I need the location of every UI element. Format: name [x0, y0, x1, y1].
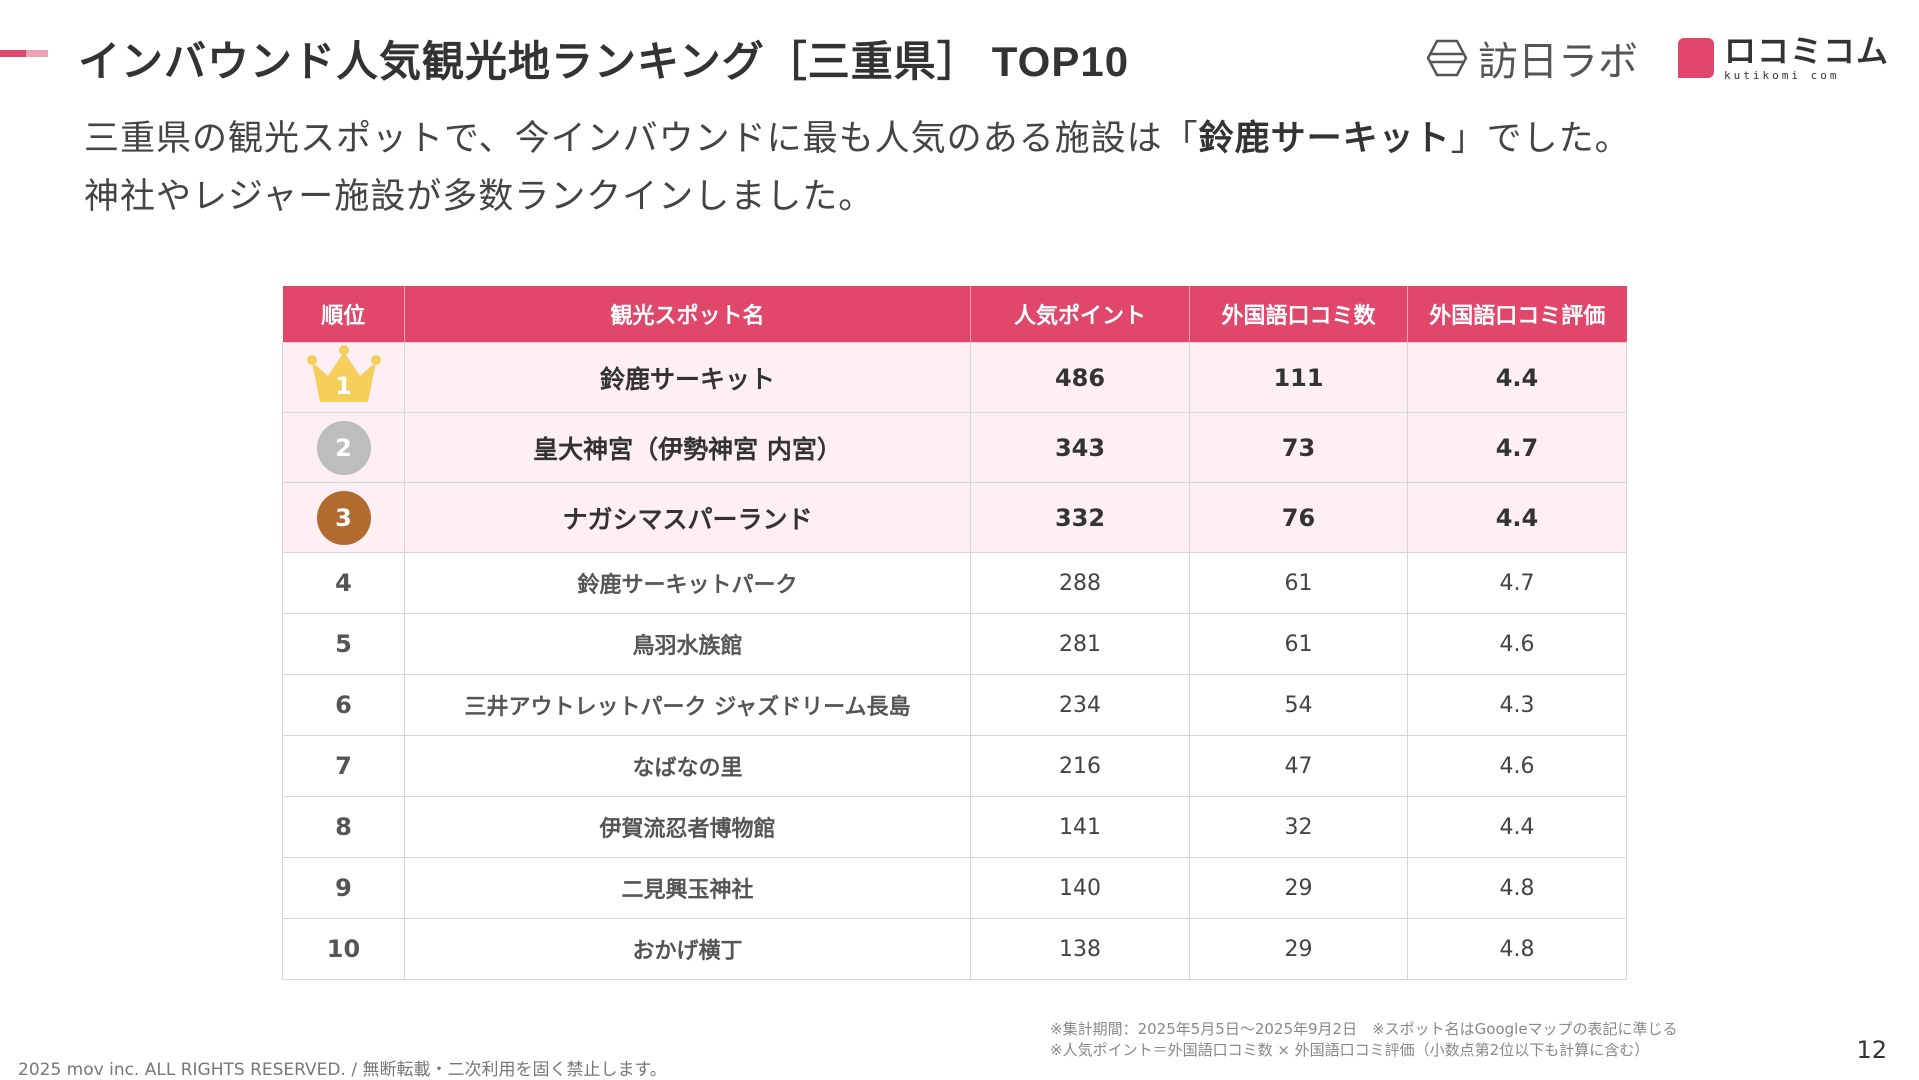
rank-number: 4	[282, 552, 405, 614]
points: 486	[970, 342, 1190, 413]
review-count: 61	[1189, 613, 1408, 675]
table-row: 6 三井アウトレットパーク ジャズドリーム長島 234 54 4.3	[282, 674, 1627, 736]
table-row: 3 ナガシマスパーランド 332 76 4.4	[282, 482, 1627, 553]
page-title-suffix: TOP10	[991, 38, 1130, 85]
review-count: 54	[1189, 674, 1408, 736]
rank-number: 5	[282, 613, 405, 675]
rank-number: 8	[282, 796, 405, 858]
table-row: 9 二見興玉神社 140 29 4.8	[282, 857, 1627, 919]
points: 216	[970, 735, 1190, 797]
crown-icon: 1	[304, 344, 384, 406]
points: 138	[970, 918, 1190, 980]
review-count: 29	[1189, 918, 1408, 980]
review-rating: 4.7	[1407, 412, 1627, 483]
kutikomi-logo-en: kutikomi com	[1723, 69, 1840, 82]
review-count: 61	[1189, 552, 1408, 614]
review-rating: 4.8	[1407, 918, 1627, 980]
review-rating: 4.4	[1407, 342, 1627, 413]
review-rating: 4.4	[1407, 796, 1627, 858]
rank-number: 6	[282, 674, 405, 736]
table-row: 2 皇大神宮（伊勢神宮 内宮） 343 73 4.7	[282, 412, 1627, 483]
footnote-line-2: ※人気ポイント＝外国語口コミ数 × 外国語口コミ評価（小数点第2位以下も計算に含…	[1050, 1041, 1650, 1059]
points: 140	[970, 857, 1190, 919]
rank-number: 9	[282, 857, 405, 919]
spot-name: 鈴鹿サーキット	[404, 342, 971, 413]
review-count: 111	[1189, 342, 1408, 413]
logo-area: 訪日ラボ ロコミコム kutikomi com	[1426, 30, 1889, 86]
header-points: 人気ポイント	[970, 286, 1190, 343]
silver-medal-icon: 2	[316, 420, 371, 475]
table-row: 5 鳥羽水族館 281 61 4.6	[282, 613, 1627, 675]
lead-line-1-before: 三重県の観光スポットで、今インバウンドに最も人気のある施設は「	[84, 119, 1199, 159]
footnotes: ※集計期間：2025年5月5日〜2025年9月2日 ※スポット名はGoogleマ…	[1050, 1019, 1678, 1061]
spot-name: 二見興玉神社	[404, 857, 971, 919]
table-row: 7 なばなの里 216 47 4.6	[282, 735, 1627, 797]
speech-bubble-icon	[1677, 38, 1714, 78]
houjin-lab-logo: 訪日ラボ	[1426, 29, 1638, 87]
lead-text: 三重県の観光スポットで、今インバウンドに最も人気のある施設は「鈴鹿サーキット」で…	[84, 110, 1631, 226]
rank-number: 7	[282, 735, 405, 797]
review-count: 32	[1189, 796, 1408, 858]
spot-name: 鈴鹿サーキットパーク	[404, 552, 971, 614]
table-header-row: 順位 観光スポット名 人気ポイント 外国語口コミ数 外国語口コミ評価	[282, 286, 1627, 343]
page-number: 12	[1856, 1036, 1887, 1064]
points: 281	[970, 613, 1190, 675]
spot-name: おかげ横丁	[404, 918, 971, 980]
houjin-lab-logo-text: 訪日ラボ	[1477, 39, 1638, 85]
table-row: 10 おかげ横丁 138 29 4.8	[282, 918, 1627, 980]
page-title: インバウンド人気観光地ランキング［三重県］ TOP10	[78, 28, 1129, 89]
points: 288	[970, 552, 1190, 614]
kutikomi-logo: ロコミコム kutikomi com	[1677, 32, 1889, 82]
rank-number: 1	[335, 371, 352, 400]
spot-name: 皇大神宮（伊勢神宮 内宮）	[404, 412, 971, 483]
accent-bar-dark	[0, 50, 26, 57]
accent-bar-light	[26, 50, 48, 57]
rank-number: 10	[282, 918, 405, 980]
review-rating: 4.7	[1407, 552, 1627, 614]
review-count: 47	[1189, 735, 1408, 797]
review-count: 76	[1189, 482, 1408, 553]
review-rating: 4.8	[1407, 857, 1627, 919]
points: 332	[970, 482, 1190, 553]
kutikomi-logo-jp: ロコミコム	[1723, 32, 1889, 70]
ranking-table: 順位 観光スポット名 人気ポイント 外国語口コミ数 外国語口コミ評価 1 鈴	[282, 286, 1627, 980]
lead-highlight: 鈴鹿サーキット	[1198, 119, 1451, 159]
table-row: 8 伊賀流忍者博物館 141 32 4.4	[282, 796, 1627, 858]
bronze-medal-icon: 3	[316, 490, 371, 545]
header-review-count: 外国語口コミ数	[1189, 286, 1408, 343]
rank-cell: 2	[282, 412, 405, 483]
points: 141	[970, 796, 1190, 858]
table-row: 4 鈴鹿サーキットパーク 288 61 4.7	[282, 552, 1627, 614]
lead-line-1-after: 」でした。	[1450, 119, 1631, 159]
lead-line-1: 三重県の観光スポットで、今インバウンドに最も人気のある施設は「鈴鹿サーキット」で…	[84, 110, 1631, 168]
review-count: 29	[1189, 857, 1408, 919]
header-rank: 順位	[282, 286, 405, 343]
review-count: 73	[1189, 412, 1408, 483]
spot-name: 三井アウトレットパーク ジャズドリーム長島	[404, 674, 971, 736]
review-rating: 4.3	[1407, 674, 1627, 736]
points: 234	[970, 674, 1190, 736]
review-rating: 4.6	[1407, 735, 1627, 797]
spot-name: なばなの里	[404, 735, 971, 797]
lead-line-2: 神社やレジャー施設が多数ランクインしました。	[84, 177, 875, 217]
rank-cell: 1	[282, 342, 405, 413]
review-rating: 4.4	[1407, 482, 1627, 553]
review-rating: 4.6	[1407, 613, 1627, 675]
header-spot-name: 観光スポット名	[404, 286, 971, 343]
points: 343	[970, 412, 1190, 483]
copyright-text: 2025 mov inc. ALL RIGHTS RESERVED. / 無断転…	[18, 1060, 667, 1080]
header-review-rating: 外国語口コミ評価	[1407, 286, 1627, 343]
table-row: 1 鈴鹿サーキット 486 111 4.4	[282, 342, 1627, 413]
rank-cell: 3	[282, 482, 405, 553]
page-title-main: インバウンド人気観光地ランキング［三重県］	[78, 37, 980, 86]
spot-name: 鳥羽水族館	[404, 613, 971, 675]
spot-name: ナガシマスパーランド	[404, 482, 971, 553]
spot-name: 伊賀流忍者博物館	[404, 796, 971, 858]
hexagon-icon	[1426, 39, 1468, 77]
footnote-line-1: ※集計期間：2025年5月5日〜2025年9月2日 ※スポット名はGoogleマ…	[1050, 1020, 1678, 1038]
